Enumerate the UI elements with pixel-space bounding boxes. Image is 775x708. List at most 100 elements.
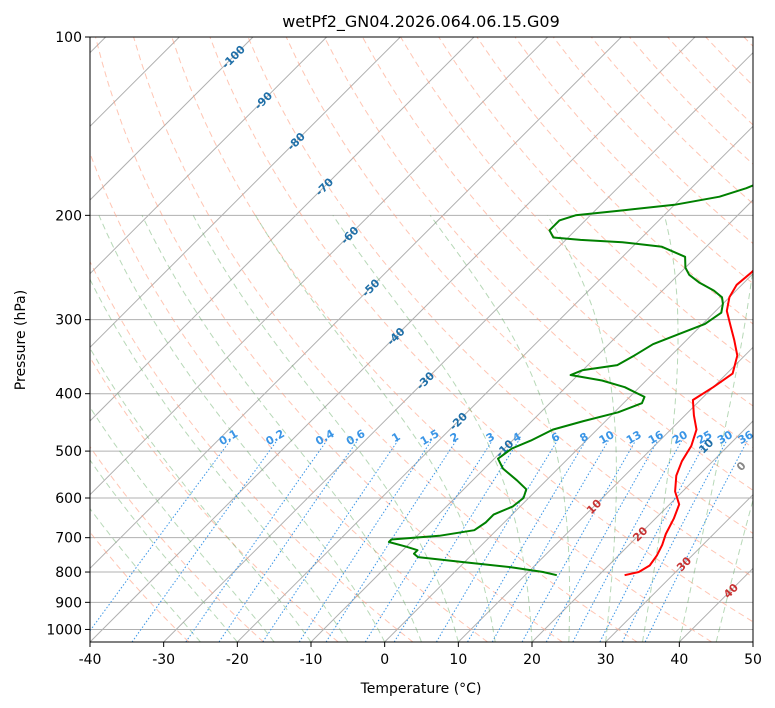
mixing-ratio-line xyxy=(599,440,707,642)
dry-adiabat xyxy=(438,37,753,366)
mixing-ratio-line xyxy=(644,440,748,642)
mixing-ratio-line xyxy=(572,440,683,642)
mixing-ratio-label: 10 xyxy=(597,428,617,447)
x-axis: -40 -30 -20 -10 0 10 20 30 40 50 xyxy=(79,642,762,668)
mixing-ratio-line xyxy=(185,440,328,642)
mixing-ratio-label: 30 xyxy=(715,428,735,447)
y-tick-label: 300 xyxy=(55,313,82,329)
mixing-ratio-line xyxy=(131,440,278,642)
plot-frame xyxy=(89,36,754,643)
mixing-ratio-line xyxy=(435,440,558,642)
dry-adiabat-label: -90 xyxy=(252,89,275,112)
mixing-ratio-label: 0.6 xyxy=(344,427,368,448)
dry-adiabat xyxy=(667,37,753,126)
x-tick-label: -40 xyxy=(79,652,102,668)
mixing-ratio-label: 0.1 xyxy=(217,427,240,448)
isotherm-line xyxy=(531,420,753,642)
moist-adiabat xyxy=(642,215,679,642)
y-tick-label: 800 xyxy=(55,565,82,581)
x-tick-label: -20 xyxy=(226,652,249,668)
moist-adiabat xyxy=(141,215,422,642)
moist-adiabat xyxy=(90,347,312,642)
dewpoint-profile-line xyxy=(387,184,753,577)
dry-adiabat xyxy=(285,37,753,535)
mixing-ratio-label: 16 xyxy=(646,428,666,447)
x-tick-label: 20 xyxy=(523,652,541,668)
x-tick-label: 50 xyxy=(744,652,762,668)
x-tick-label: -10 xyxy=(300,652,323,668)
y-tick-label: 900 xyxy=(55,595,82,611)
profile-series xyxy=(387,184,753,577)
dry-adiabat xyxy=(133,37,638,642)
y-tick-label: 400 xyxy=(55,387,82,403)
moist-adiabat-label: 10 xyxy=(584,497,604,517)
dry-adiabat xyxy=(90,151,488,642)
mixing-ratio-line xyxy=(262,440,399,642)
dry-adiabat xyxy=(743,37,753,47)
moist-adiabat xyxy=(98,215,386,642)
x-tick-label: 10 xyxy=(449,652,467,668)
isotherm-line xyxy=(90,37,254,201)
x-tick-label: 40 xyxy=(670,652,688,668)
dry-adiabat-label: 0 xyxy=(734,459,749,474)
dry-adiabat xyxy=(90,260,414,642)
dry-adiabat xyxy=(90,445,264,642)
dry-adiabat xyxy=(590,37,753,205)
y-tick-label: 500 xyxy=(55,444,82,460)
moist-adiabat xyxy=(192,215,459,642)
dry-adiabat xyxy=(209,37,753,623)
temperature-profile-line xyxy=(624,269,753,577)
mixing-ratio-label: 0.4 xyxy=(313,427,337,448)
mixing-ratio-line xyxy=(325,440,457,642)
moist-adiabat xyxy=(90,459,238,642)
dry-adiabat xyxy=(476,37,753,325)
x-tick-label: 0 xyxy=(380,652,389,668)
y-axis-title: Pressure (hPa) xyxy=(13,290,29,390)
moist-adiabat xyxy=(90,406,275,642)
mixing-ratio-line xyxy=(491,440,609,642)
moist-adiabat xyxy=(332,215,533,642)
y-tick-label: 600 xyxy=(55,491,82,507)
mixing-ratio-label: 13 xyxy=(624,428,644,447)
isotherm-line xyxy=(605,493,753,642)
dry-adiabat-label: -100 xyxy=(219,43,248,72)
isotherm-line xyxy=(90,37,401,349)
y-axis: 100 200 300 400 500 600 700 800 900 1000 xyxy=(46,30,90,638)
moist-adiabat xyxy=(90,507,201,642)
mixing-ratio-line xyxy=(467,440,587,642)
isotherm-line xyxy=(678,567,753,642)
y-tick-label: 1000 xyxy=(46,622,82,638)
mixing-ratio-line xyxy=(298,440,432,642)
isotherm-line xyxy=(90,37,549,496)
dry-adiabat xyxy=(247,37,753,578)
isotherm-line xyxy=(236,125,753,642)
dry-adiabat xyxy=(705,37,753,87)
dry-adiabat xyxy=(171,37,712,642)
isotherm-line xyxy=(310,199,753,642)
isotherm-line xyxy=(90,37,696,642)
dry-adiabat xyxy=(90,356,339,642)
mixing-ratio-label: 3 xyxy=(484,430,497,445)
chart-title: wetPf2_GN04.2026.064.06.15.G09 xyxy=(282,12,560,32)
isotherm-line xyxy=(90,37,622,570)
isotherm-line xyxy=(752,641,753,642)
y-tick-label: 100 xyxy=(55,30,82,46)
dry-adiabat xyxy=(514,37,753,285)
grid-layer xyxy=(90,37,753,642)
x-axis-title: Temperature (°C) xyxy=(360,681,482,697)
isotherm-line xyxy=(384,272,753,642)
x-tick-label: 30 xyxy=(597,652,615,668)
y-tick-label: 200 xyxy=(55,208,82,224)
isotherm-line xyxy=(457,346,753,642)
mixing-ratio-line xyxy=(90,440,231,632)
moist-adiabat xyxy=(678,264,753,642)
mixing-ratio-label: 1 xyxy=(390,430,403,445)
dry-adiabat xyxy=(323,37,753,491)
isotherm-line xyxy=(90,37,328,275)
mixing-ratio-line xyxy=(393,440,520,642)
moist-adiabat xyxy=(546,215,617,642)
dry-adiabat xyxy=(95,37,563,642)
mixing-ratio-line xyxy=(621,440,728,642)
isotherm-line xyxy=(90,37,475,422)
